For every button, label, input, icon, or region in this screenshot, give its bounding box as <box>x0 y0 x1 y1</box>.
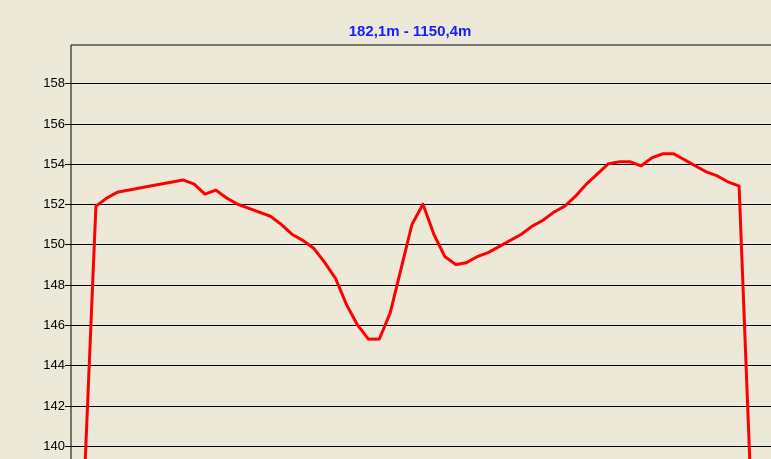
y-tick-label: 142 <box>43 398 65 413</box>
y-tick-label: 152 <box>43 196 65 211</box>
y-tick-label: 150 <box>43 236 65 251</box>
y-tick-label: 156 <box>43 116 65 131</box>
y-tick-label: 154 <box>43 156 65 171</box>
y-tick-label: 140 <box>43 438 65 453</box>
y-tick-label: 146 <box>43 317 65 332</box>
chart-title: 182,1m - 1150,4m <box>349 23 472 40</box>
y-tick-label: 144 <box>43 357 65 372</box>
profile-line <box>83 152 752 459</box>
y-tick-label: 148 <box>43 277 65 292</box>
y-tick-label: 158 <box>43 75 65 90</box>
